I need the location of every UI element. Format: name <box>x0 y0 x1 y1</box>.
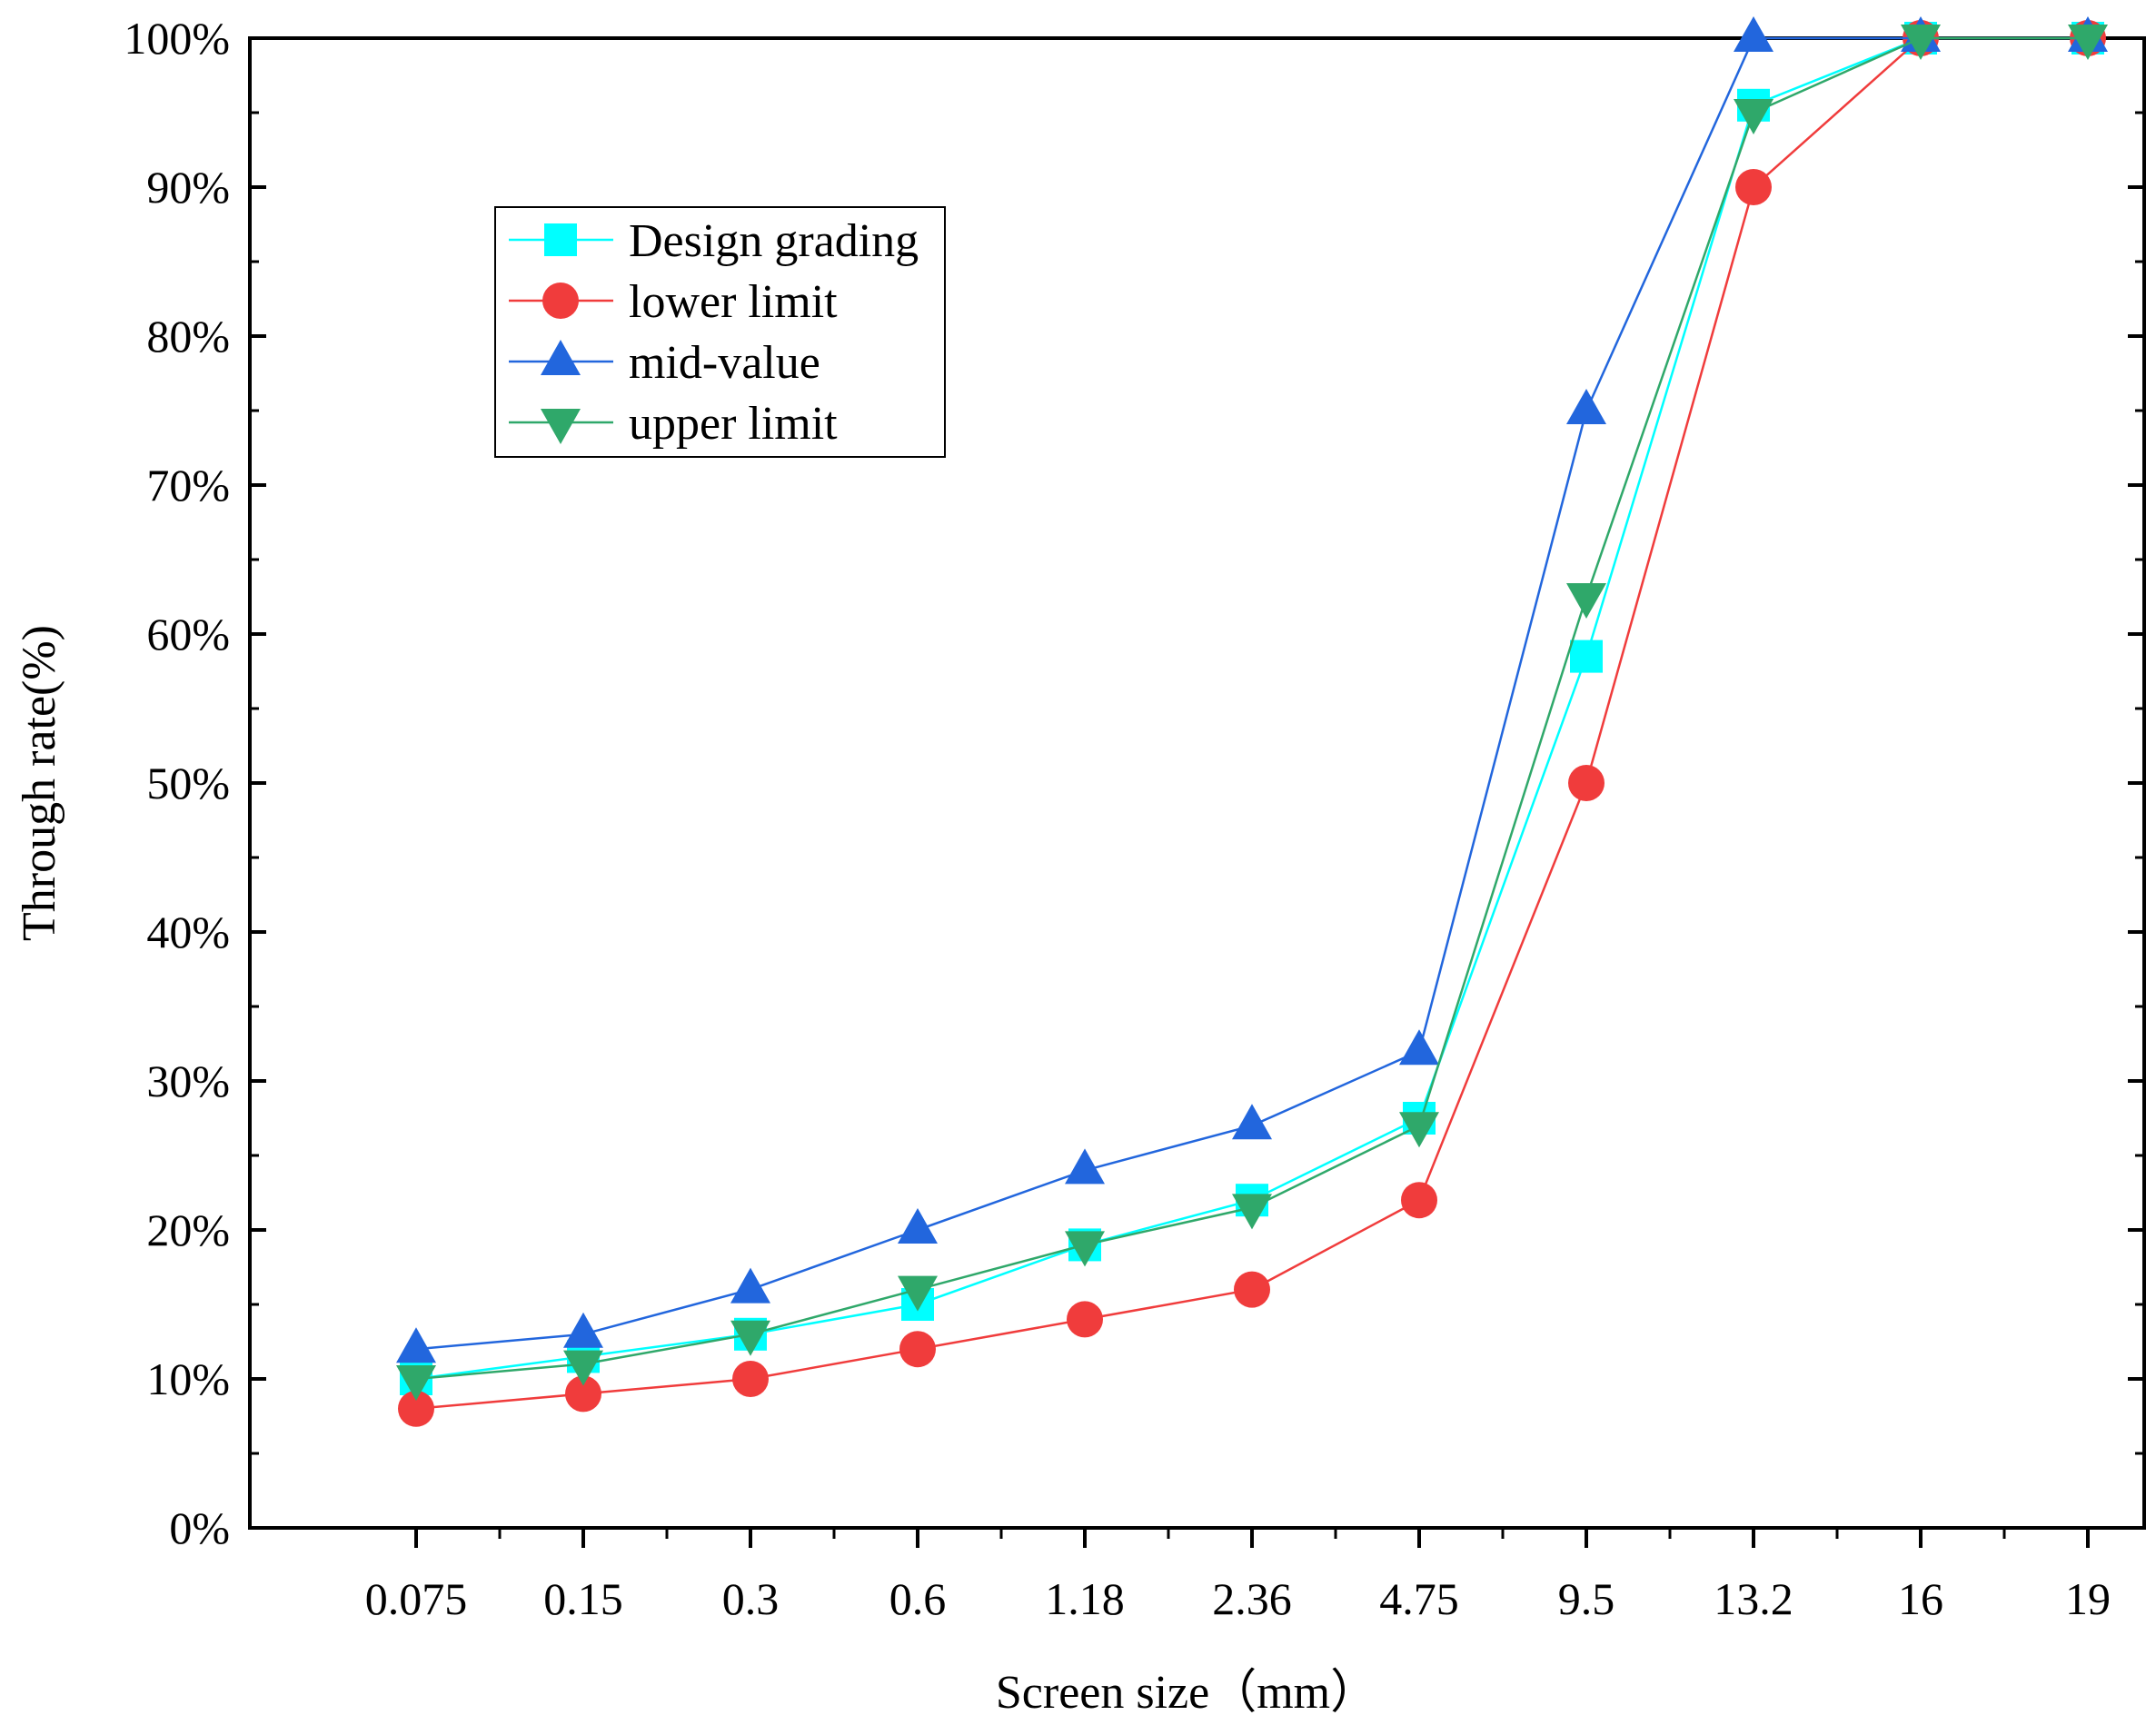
data-point-lower-limit <box>899 1331 936 1368</box>
data-point-mid-value <box>563 1312 603 1348</box>
x-tick-label: 0.6 <box>889 1573 947 1624</box>
data-point-upper-limit <box>396 1365 436 1401</box>
x-tick-label: 0.15 <box>543 1573 623 1624</box>
data-point-lower-limit <box>565 1375 601 1413</box>
data-point-upper-limit <box>1065 1231 1105 1267</box>
series-lower-limit <box>398 20 2106 1427</box>
legend-marker-lower-limit <box>542 283 579 319</box>
y-tick-label: 70% <box>146 460 230 511</box>
y-axis-title: Through rate(%) <box>14 625 65 941</box>
data-point-lower-limit <box>1067 1301 1103 1338</box>
legend-label-lower-limit: lower limit <box>629 276 838 328</box>
y-tick-label: 0% <box>169 1502 230 1553</box>
legend-marker-mid-value <box>541 340 581 375</box>
data-point-mid-value <box>396 1327 436 1363</box>
x-tick-label: 0.3 <box>722 1573 780 1624</box>
data-point-upper-limit <box>1399 1112 1439 1148</box>
series-upper-limit <box>396 25 2108 1401</box>
y-tick-label: 30% <box>146 1056 230 1106</box>
data-point-mid-value <box>898 1208 938 1244</box>
data-point-mid-value <box>1065 1148 1105 1185</box>
data-point-mid-value <box>1734 16 1773 52</box>
data-point-upper-limit <box>1566 583 1606 619</box>
x-tick-label: 13.2 <box>1714 1573 1793 1624</box>
x-tick-label: 4.75 <box>1379 1573 1459 1624</box>
data-point-lower-limit <box>1401 1182 1437 1219</box>
x-tick-label: 1.18 <box>1045 1573 1125 1624</box>
legend-label-upper-limit: upper limit <box>629 398 838 450</box>
x-tick-label: 19 <box>2065 1573 2111 1624</box>
y-tick-label: 50% <box>146 758 230 808</box>
legend-label-mid-value: mid-value <box>629 337 820 389</box>
x-tick-label: 16 <box>1898 1573 1943 1624</box>
y-tick-label: 90% <box>146 162 230 213</box>
data-point-upper-limit <box>1901 25 1941 60</box>
x-axis: 0.075 0.15 0.3 0.6 1.18 2.36 4.75 9.5 13.2 16 19 <box>365 1528 2111 1624</box>
legend-label-design-grading: Design grading <box>629 215 919 267</box>
y-tick-label: 10% <box>146 1353 230 1404</box>
series-mid-value <box>396 16 2108 1363</box>
x-axis-title: Screen size（mm） <box>996 1667 1377 1719</box>
x-tick-label: 0.075 <box>365 1573 468 1624</box>
x-tick-label: 9.5 <box>1558 1573 1615 1624</box>
y-tick-label: 20% <box>146 1205 230 1255</box>
data-point-design-grading <box>1570 639 1603 673</box>
data-point-upper-limit <box>1232 1194 1272 1230</box>
data-point-mid-value <box>1232 1104 1272 1140</box>
data-point-upper-limit <box>898 1275 938 1312</box>
data-point-upper-limit <box>1734 99 1773 134</box>
y-tick-label: 80% <box>146 311 230 362</box>
legend-marker-design-grading <box>544 223 577 256</box>
y-tick-label: 100% <box>124 13 230 64</box>
y-tick-label: 60% <box>146 609 230 659</box>
legend: Design grading lower limit mid-value upper … <box>494 206 946 458</box>
series-layer <box>396 16 2108 1427</box>
x-tick-label: 2.36 <box>1212 1573 1292 1624</box>
y-axis: 0% 10% 20% 30% 40% 50% 60% 70% 80% 90% 100% <box>124 13 2144 1553</box>
data-point-upper-limit <box>563 1350 603 1386</box>
data-point-upper-limit <box>2068 25 2108 60</box>
data-point-mid-value <box>1399 1029 1439 1066</box>
data-point-mid-value <box>730 1267 770 1304</box>
data-point-lower-limit <box>732 1361 769 1397</box>
data-point-upper-limit <box>730 1320 770 1356</box>
data-point-lower-limit <box>398 1390 434 1427</box>
y-tick-label: 40% <box>146 907 230 957</box>
data-point-lower-limit <box>1234 1271 1270 1308</box>
legend-marker-upper-limit <box>541 409 581 444</box>
data-point-mid-value <box>1566 389 1606 424</box>
data-point-lower-limit <box>1735 169 1772 205</box>
data-point-lower-limit <box>1568 765 1605 801</box>
